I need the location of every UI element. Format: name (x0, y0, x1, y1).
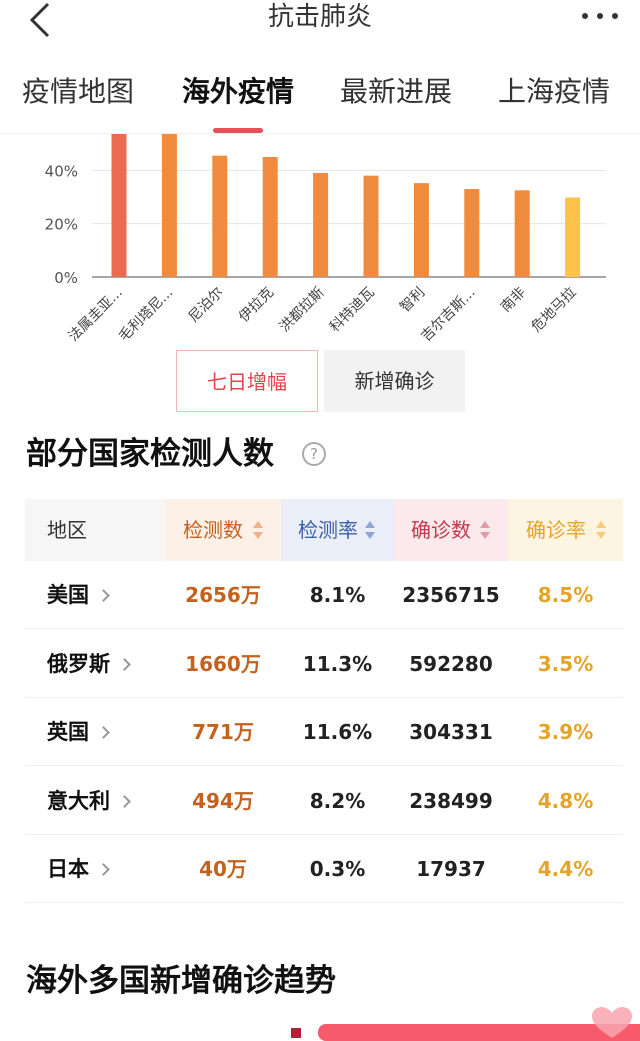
cell-test-rate: 11.6% (302, 720, 373, 744)
sort-icon (480, 521, 490, 539)
chevron-right-icon (118, 657, 131, 671)
seven-day-growth-button[interactable]: 七日增幅 (176, 350, 318, 412)
chevron-right-icon (97, 589, 110, 602)
country-label: 意大利 (47, 788, 110, 813)
cell-confirmed: 2356715 (402, 583, 500, 607)
cell-test-rate: 8.1% (309, 583, 366, 607)
cell-test-rate: 0.3% (309, 857, 366, 881)
sort-icon (596, 521, 606, 539)
tab-latest-progress[interactable]: 最新进展 (340, 75, 453, 108)
chart-bar[interactable] (212, 155, 228, 277)
cell-confirm-rate: 8.5% (537, 583, 594, 607)
column-header-tests[interactable]: 检测数 (165, 499, 281, 561)
country-label: 日本 (47, 857, 89, 881)
tab-epidemic-map[interactable]: 疫情地图 (22, 75, 135, 108)
testing-section-title: 部分国家检测人数 (26, 436, 274, 472)
cell-tests: 1660万 (185, 651, 261, 676)
cell-tests: 771万 (192, 720, 254, 744)
table-row[interactable]: 意大利 494万 8.2% 238499 4.8% (25, 767, 623, 835)
cell-confirm-rate: 4.8% (537, 788, 594, 813)
column-header-confirm-rate[interactable]: 确诊率 (508, 499, 623, 561)
country-name[interactable]: 英国 (47, 698, 110, 766)
chart-bar[interactable] (313, 173, 329, 277)
chart-bar[interactable] (262, 157, 278, 277)
country-label: 俄罗斯 (47, 651, 110, 676)
column-header-confirmed[interactable]: 确诊数 (394, 499, 508, 561)
x-tick-label: 智利 (397, 285, 428, 316)
help-icon[interactable]: ? (302, 442, 326, 466)
new-confirmed-button[interactable]: 新增确诊 (324, 350, 465, 412)
cell-confirmed: 238499 (409, 788, 493, 813)
x-tick-label: 科特迪瓦 (327, 285, 378, 336)
column-header-region: 地区 (25, 499, 165, 561)
column-header-test-rate[interactable]: 检测率 (281, 499, 394, 561)
cell-confirmed: 17937 (416, 857, 486, 881)
chart-bar[interactable] (413, 183, 429, 277)
x-tick-label: 毛利塔尼... (116, 285, 176, 344)
x-tick-label: 南非 (498, 285, 529, 316)
legend-swatch (291, 1028, 301, 1038)
table-row[interactable]: 日本 40万 0.3% 17937 4.4% (25, 835, 623, 903)
cell-tests: 494万 (192, 788, 254, 813)
chart-bar[interactable] (161, 134, 177, 277)
cell-test-rate: 8.2% (309, 788, 366, 813)
trend-section-title: 海外多国新增确诊趋势 (26, 963, 336, 999)
cell-confirm-rate: 4.4% (537, 857, 594, 881)
chart-bar[interactable] (111, 134, 127, 277)
country-label: 英国 (47, 720, 89, 744)
more-options-icon[interactable] (578, 4, 622, 28)
cell-tests: 2656万 (185, 583, 261, 607)
country-name[interactable]: 意大利 (47, 767, 131, 835)
cell-confirm-rate: 3.9% (537, 720, 594, 744)
back-arrow-icon[interactable] (22, 2, 62, 38)
chevron-right-icon (118, 794, 131, 808)
bottom-banner[interactable] (318, 1024, 640, 1041)
sort-icon (365, 521, 375, 539)
chart-bar[interactable] (464, 189, 480, 277)
tab-bar: 疫情地图 海外疫情 最新进展 上海疫情 (0, 58, 640, 134)
page-title: 抗击肺炎 (267, 2, 372, 32)
y-tick-label: 0% (54, 269, 78, 287)
y-tick-label: 20% (45, 216, 78, 234)
x-tick-label: 伊拉克 (236, 285, 277, 326)
cell-confirmed: 304331 (409, 720, 493, 744)
chart-bar[interactable] (514, 190, 530, 277)
x-tick-label: 洪都拉斯 (277, 285, 328, 336)
tab-overseas[interactable]: 海外疫情 (182, 75, 295, 108)
table-row[interactable]: 美国 2656万 8.1% 2356715 8.5% (25, 561, 623, 629)
tab-shanghai[interactable]: 上海疫情 (498, 75, 611, 108)
chart-bar[interactable] (363, 175, 379, 277)
chevron-right-icon (97, 726, 110, 739)
chart-bar[interactable] (565, 197, 581, 277)
cell-confirm-rate: 3.5% (537, 651, 594, 676)
heart-icon[interactable] (590, 1006, 634, 1040)
x-tick-label: 危地马拉 (529, 285, 580, 336)
country-label: 美国 (47, 583, 89, 607)
table-header: 地区 检测数 检测率 确诊数 确诊率 (25, 499, 623, 561)
country-name[interactable]: 美国 (47, 561, 110, 629)
sort-icon (253, 521, 263, 539)
top-bar: 抗击肺炎 (0, 0, 640, 52)
chevron-right-icon (97, 863, 110, 876)
table-row[interactable]: 俄罗斯 1660万 11.3% 592280 3.5% (25, 630, 623, 698)
country-name[interactable]: 俄罗斯 (47, 630, 131, 698)
table-row[interactable]: 英国 771万 11.6% 304331 3.9% (25, 698, 623, 766)
country-name[interactable]: 日本 (47, 835, 110, 903)
cell-tests: 40万 (199, 857, 247, 881)
growth-bar-chart: 0%20%40%法属圭亚...毛利塔尼... 尼泊尔 伊拉克 洪都拉斯 科特迪瓦 智利吉尔… (45, 134, 606, 344)
cell-test-rate: 11.3% (302, 651, 373, 676)
cell-confirmed: 592280 (409, 651, 493, 676)
x-tick-label: 尼泊尔 (186, 285, 227, 326)
y-tick-label: 40% (45, 162, 78, 180)
x-tick-label: 吉尔吉斯... (418, 285, 478, 344)
active-tab-indicator (213, 128, 263, 133)
